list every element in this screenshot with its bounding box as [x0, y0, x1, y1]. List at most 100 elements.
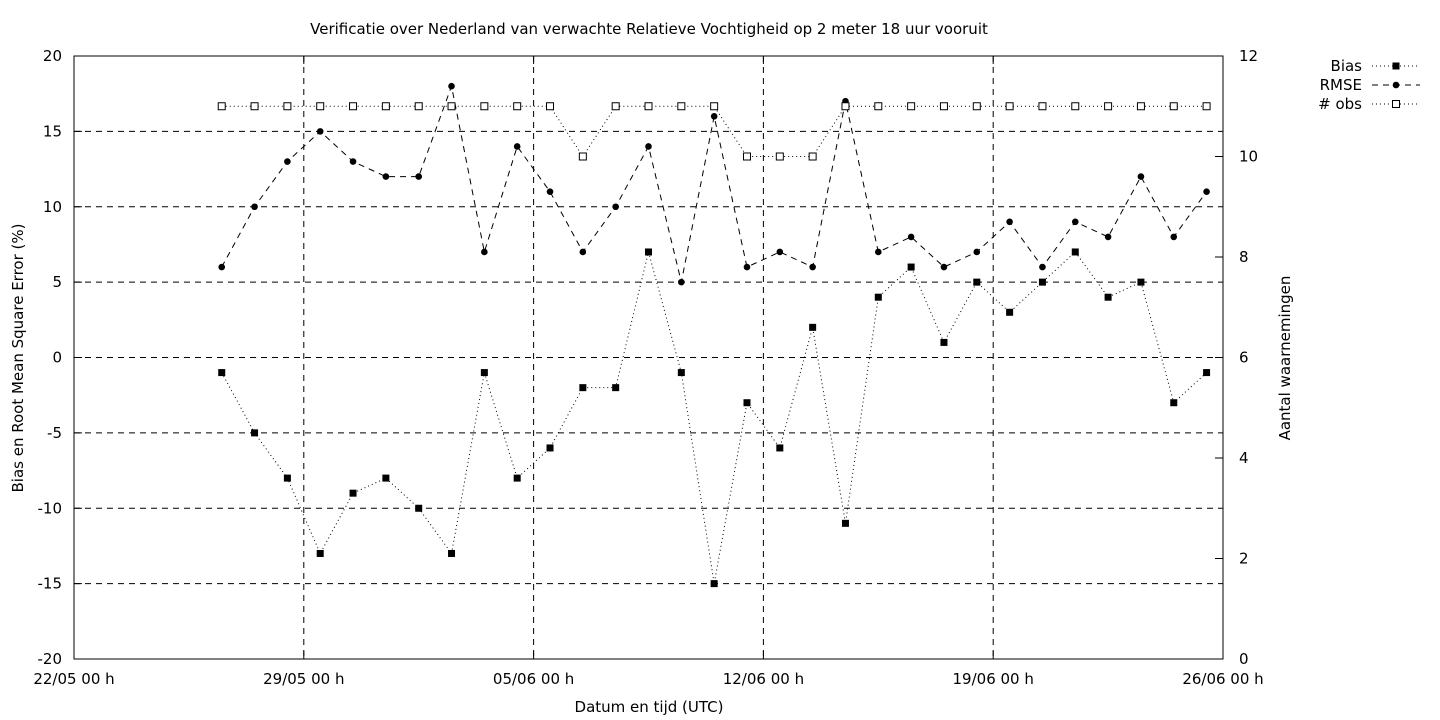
y-tick-label: 20 [43, 47, 62, 65]
y-tick-label: -5 [47, 424, 62, 442]
chart-title: Verificatie over Nederland van verwachte… [310, 20, 988, 38]
series-obs-point [841, 102, 850, 111]
grid-lines [74, 56, 1223, 659]
series-rmse-point [612, 203, 619, 211]
y-tick-label: 5 [52, 273, 62, 291]
x-tick-label: 29/05 00 h [263, 670, 344, 688]
y2-tick-label: 10 [1239, 148, 1258, 166]
series-obs-point [381, 102, 390, 111]
series-rmse-point [809, 263, 816, 271]
series-obs-point [808, 152, 817, 161]
series-rmse [218, 82, 1210, 286]
series-bias-point [316, 549, 324, 557]
series-bias-point [809, 323, 817, 331]
series-rmse-point [1170, 233, 1178, 241]
series-rmse-point [645, 143, 652, 150]
series-obs-point [775, 152, 784, 161]
x-tick-label: 22/05 00 h [33, 670, 114, 688]
series-obs-point [1169, 102, 1178, 111]
series-bias-line [221, 251, 1207, 584]
series-rmse-point [481, 248, 488, 256]
series-bias-point [776, 444, 784, 452]
series-obs-point [250, 102, 259, 111]
series-bias-point [283, 474, 291, 482]
series-bias-point [612, 384, 620, 392]
series-bias-point [382, 474, 390, 482]
series-rmse-point [1039, 263, 1046, 271]
legend-marker [1392, 100, 1400, 108]
y2-tick-label: 6 [1239, 349, 1249, 367]
series-obs-point [546, 102, 555, 111]
series-bias-point [546, 444, 554, 452]
series-rmse-point [349, 158, 357, 165]
series-bias-point [841, 519, 849, 527]
series-rmse-point [448, 82, 455, 90]
series-bias-point [579, 384, 587, 392]
series-obs-point [513, 102, 522, 111]
y2-tick-label: 8 [1239, 248, 1249, 266]
series-rmse-point [251, 203, 258, 211]
y-tick-label: -10 [38, 499, 63, 517]
series-obs-point [480, 102, 489, 111]
series [217, 82, 1211, 588]
series-bias-point [710, 580, 718, 588]
series-obs-point [283, 102, 292, 111]
series-obs-point [447, 102, 456, 111]
y2-tick-label: 4 [1239, 449, 1249, 467]
series-rmse-point [513, 143, 521, 150]
series-bias-point [743, 399, 751, 407]
x-tick-label: 19/06 00 h [953, 670, 1034, 688]
series-rmse-point [1104, 233, 1112, 241]
legend-item-bias: Bias [1331, 57, 1420, 75]
series-obs-point [1005, 102, 1014, 111]
series-bias-point [513, 474, 521, 482]
series-obs-point [710, 102, 719, 111]
series-obs [217, 102, 1211, 161]
series-obs-point [611, 102, 620, 111]
x-tick-label: 05/06 00 h [493, 670, 574, 688]
series-obs-point [1071, 102, 1080, 111]
legend-item-obs: # obs [1318, 95, 1420, 113]
series-rmse-point [218, 263, 226, 271]
series-obs-point [644, 102, 653, 111]
series-rmse-point [1137, 173, 1145, 180]
legend-marker [1392, 62, 1400, 70]
x-tick-label: 12/06 00 h [723, 670, 804, 688]
series-bias-point [480, 369, 488, 377]
legend-label: Bias [1331, 57, 1363, 75]
series-bias-point [251, 429, 259, 437]
series-rmse-point [284, 158, 291, 165]
series-obs-point [874, 102, 883, 111]
series-obs-point [217, 102, 226, 111]
series-rmse-point [382, 173, 390, 180]
series-rmse-point [875, 248, 882, 256]
series-rmse-point [1203, 188, 1210, 195]
series-rmse-point [743, 263, 751, 271]
y-tick-label: -20 [38, 650, 63, 668]
series-rmse-point [579, 248, 587, 256]
y2-tick-label: 0 [1239, 650, 1249, 668]
series-bias-point [1170, 399, 1178, 407]
legend-label: RMSE [1320, 76, 1362, 94]
series-rmse-point [907, 233, 915, 241]
series-obs-point [1136, 102, 1145, 111]
x-tick-label: 26/06 00 h [1182, 670, 1263, 688]
series-bias-point [940, 338, 948, 346]
legend-label: # obs [1318, 95, 1362, 113]
series-obs-point [316, 102, 325, 111]
series-bias-point [1038, 278, 1046, 286]
x-axis-label: Datum en tijd (UTC) [575, 698, 724, 716]
series-obs-point [939, 102, 948, 111]
series-bias-point [1137, 278, 1145, 286]
legend-marker [1392, 81, 1400, 89]
series-rmse-point [678, 278, 685, 286]
series-rmse-point [546, 188, 554, 195]
series-obs-point [578, 152, 587, 161]
y-tick-label: 15 [43, 122, 62, 140]
y-tick-label: 0 [52, 349, 62, 367]
series-rmse-point [973, 248, 981, 256]
series-rmse-point [940, 263, 948, 271]
y-tick-label: 10 [43, 198, 62, 216]
series-bias-point [1203, 369, 1211, 377]
series-bias-point [645, 248, 652, 256]
